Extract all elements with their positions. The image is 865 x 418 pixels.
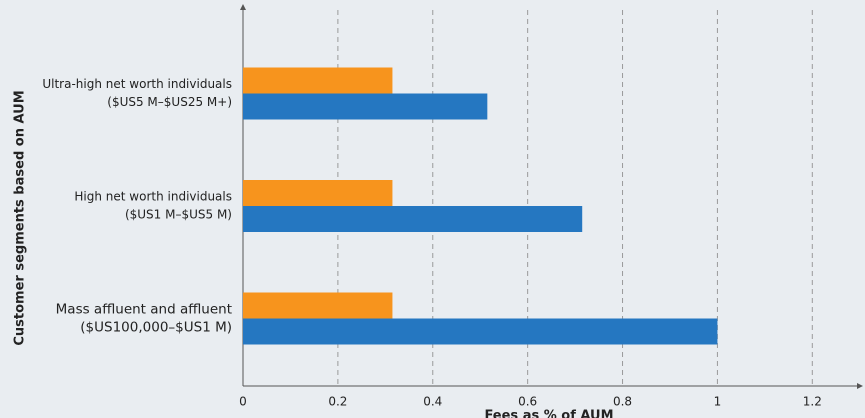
bar bbox=[243, 67, 393, 94]
x-tick-label: 0.4 bbox=[423, 395, 442, 409]
x-tick-label: 1.2 bbox=[803, 395, 822, 409]
bar bbox=[243, 206, 583, 232]
y-tick-label: Mass affluent and affluent bbox=[56, 302, 232, 318]
bar bbox=[243, 93, 488, 120]
y-axis-title: Customer segments based on AUM bbox=[13, 90, 28, 345]
x-tick-label: 0.6 bbox=[518, 395, 537, 409]
bar bbox=[243, 318, 718, 345]
x-axis-title: Fees as % of AUM bbox=[484, 409, 613, 418]
y-axis-arrow bbox=[240, 4, 246, 10]
bar bbox=[243, 292, 393, 319]
y-tick-label: ($US5 M–$US25 M+) bbox=[107, 95, 232, 109]
x-tick-label: 1 bbox=[714, 395, 722, 409]
x-tick-label: 0.8 bbox=[613, 395, 632, 409]
x-axis-arrow bbox=[857, 383, 863, 389]
y-tick-label: ($US100,000–$US1 M) bbox=[80, 320, 232, 336]
y-tick-label: High net worth individuals bbox=[74, 190, 232, 204]
x-tick-label: 0.2 bbox=[328, 395, 347, 409]
x-tick-label: 0 bbox=[239, 395, 247, 409]
y-tick-label: ($US1 M–$US5 M) bbox=[125, 208, 232, 222]
bar bbox=[243, 180, 393, 206]
y-tick-label: Ultra-high net worth individuals bbox=[42, 77, 232, 91]
